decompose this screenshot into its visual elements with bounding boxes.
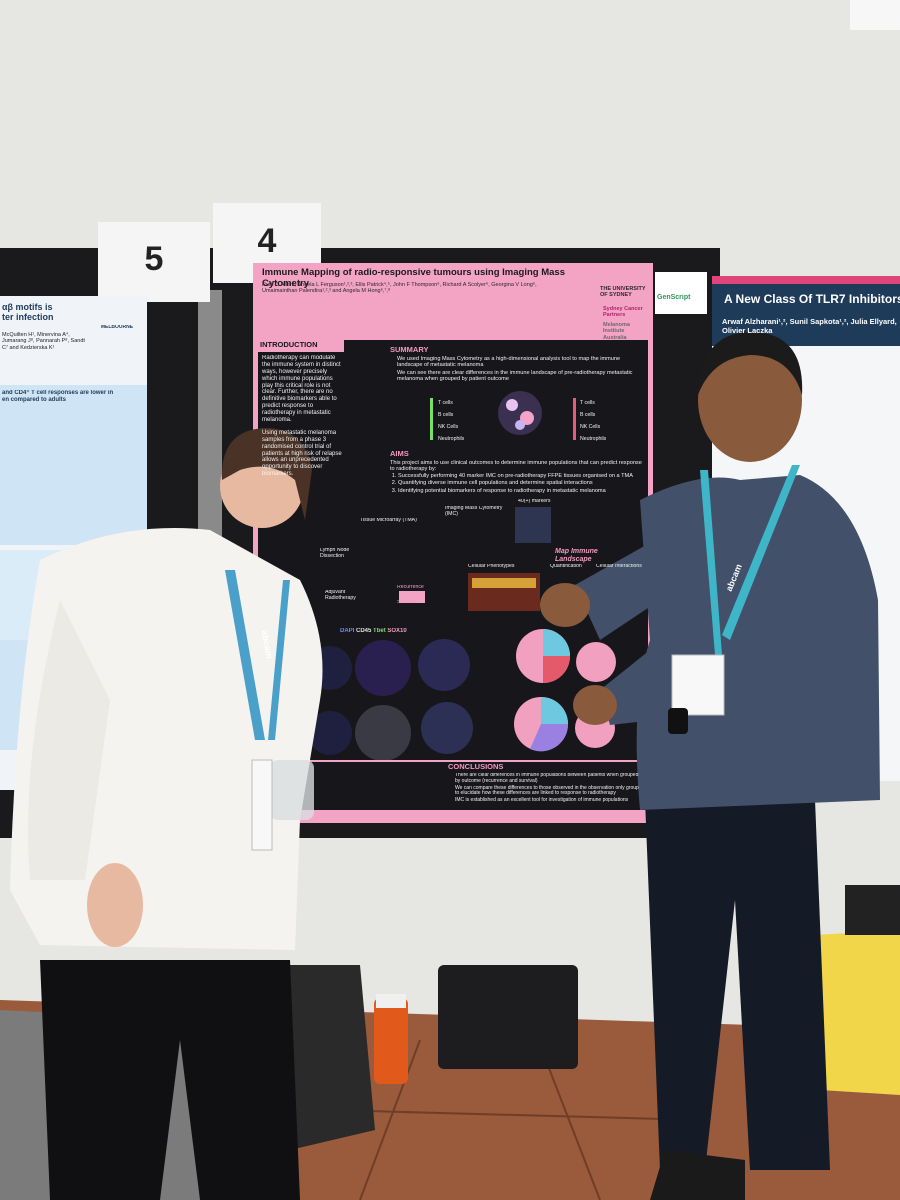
bottle-cap [376,994,406,1008]
person-woman [10,428,323,1200]
workflow-label: Adjuvant Radiotherapy [325,590,356,601]
section-bar [258,340,344,352]
bullet: We can see there are clear differences i… [397,370,645,383]
left-poster-heading: and CD4⁺ T cell responses are lower in e… [2,390,142,404]
pie [516,629,570,683]
workflow-label: Tissue Microarray (TMA) [360,518,417,523]
workflow-label: Cellular Phenotypes [468,564,515,569]
tile-line [539,1044,601,1200]
bullet: We used Imaging Mass Cytometry as a high… [397,356,645,369]
tile-line [329,1109,701,1121]
person-man [540,331,880,1200]
legend-item: Neutrophils [580,436,607,442]
workflow-label: Quantification [550,564,582,569]
tissue-core [355,640,411,696]
backpack [280,965,375,1150]
section-heading: SUMMARY [390,346,429,354]
section-text: We used Imaging Mass Cytometry as a high… [390,356,645,384]
black-bag [845,885,900,935]
number-card [98,222,210,302]
logo: Melanoma Institute Australia [603,322,630,341]
logo: MELBOURNE [100,325,134,330]
workflow-label: Cellular Interactions [596,564,642,569]
legend-item: NK Cells [580,424,601,430]
poster-title: Immune Mapping of radio-responsive tumou… [262,268,565,289]
workflow-label: Lymph Node Dissection [320,548,350,559]
aim-item: Identifying potential biomarkers of resp… [398,488,645,494]
title-line: ter infection [2,312,54,323]
bullet: IMC is established as an excellent tool … [455,797,643,804]
poster-authors: Ruth O Allen¹, Angela L Ferguson¹,²,³, E… [262,282,537,295]
stain-labels: DAPI CD45 Tbet SOX10 [340,628,450,635]
pie [514,697,569,752]
workflow-label: Recurrence [397,585,424,590]
section-heading: INTRODUCTION [260,341,318,349]
aim-item: Quantifying diverse immune cell populati… [398,480,645,486]
logo: Sydney Cancer Partners [603,306,643,319]
workflow-label: 40(+) markers [518,499,551,504]
legend-item: B cells [438,412,454,418]
bullet: We can compare these differences to thos… [455,785,643,798]
legend-item: T cells [580,400,595,406]
workflow-label: Map Immune Landscape [555,548,598,564]
pie [576,642,616,682]
cell-legend: T cells B cells NK Cells Neutrophils [580,397,620,445]
board-number: 5 [144,240,164,278]
stain-label: Tbet [373,628,386,634]
legend-item: T cells [438,400,453,406]
bullet: There are clear differences in immune po… [455,773,643,785]
up-bar [430,398,433,440]
imc-image [515,507,551,543]
tote-bag [815,930,900,1095]
tissue-core [355,705,411,761]
sponsor-card [655,272,707,314]
section-text: Radiotherapy can modulate the immune sys… [262,355,344,515]
arrow-box [399,591,425,603]
text-line: en compared to adults [2,396,67,403]
legend-item: NK Cells [438,424,459,430]
tissue-core [421,702,473,754]
sponsor-logo: GenScript [657,294,691,301]
legend-item: B cells [580,412,596,418]
aim-item: Successfully performing 40 marker IMC on… [398,473,645,479]
left-poster-title: αβ motifs is ter infection [2,302,97,323]
left-poster-panel [0,385,147,545]
window [850,0,900,30]
laptop-bag [438,965,578,1069]
board-number: 4 [257,222,277,260]
cell [506,399,518,411]
paragraph: Radiotherapy can modulate the immune sys… [262,355,341,424]
section-text: There are clear differences in immune po… [448,773,643,809]
right-poster-stripe [712,276,900,284]
workflow-label: Survival [397,600,416,605]
stain-label: CD45 [356,628,372,634]
right-poster-authors: Arwaf Alzharani¹,², Sunil Sapkota¹,², Ju… [722,318,897,335]
tile-line [359,1039,421,1200]
text-line: and CD4⁺ T cell responses are lower in [2,390,114,396]
tissue-core [418,639,470,691]
legend-item: Neutrophils [438,436,465,442]
cell-legend: T cells B cells NK Cells Neutrophils [438,397,478,445]
down-bar [573,398,576,440]
paragraph: This project aims to use clinical outcom… [390,460,642,473]
section-text: This project aims to use clinical outcom… [390,460,645,495]
water-bottle [374,998,408,1084]
title-line: αβ motifs is [2,302,53,312]
section-heading: AIMS [390,450,409,458]
stain-label: SOX10 [387,628,407,634]
heatmap-band [472,578,536,588]
divider [258,760,648,762]
cell [515,420,525,430]
workflow-label: Imaging Mass Cytometry (IMC) [445,506,503,517]
tissue-core [308,711,352,755]
logo: THE UNIVERSITY OF SYDNEY [600,286,646,299]
stain-label: DAPI [340,628,355,634]
paragraph: Using metastatic melanoma samples from a… [262,429,342,478]
right-poster-title: A New Class Of TLR7 Inhibitors [724,293,900,306]
section-heading: CONCLUSIONS [448,763,504,771]
left-poster-authors: McQuilten H¹, Minervina A⁴, Jumarang J⁸,… [2,332,85,351]
